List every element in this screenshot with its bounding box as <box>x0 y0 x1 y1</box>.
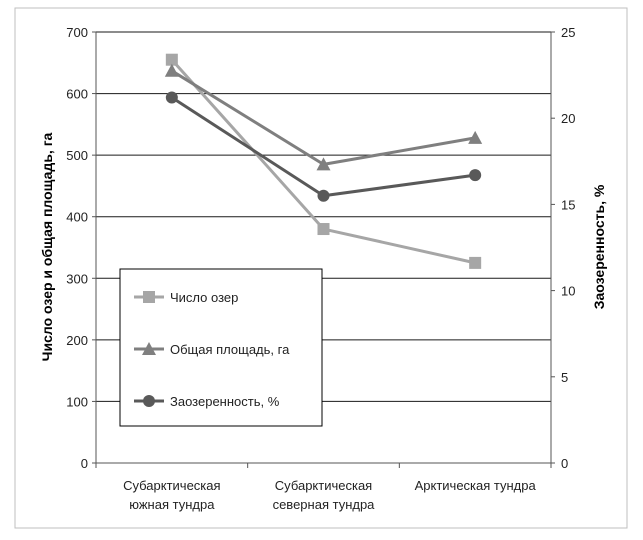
data-point <box>469 169 482 182</box>
axes: 0 100 200 300 400 500 600 700 0 5 10 15 20 25 Субаркти… <box>66 25 575 512</box>
y-left-tick-label: 200 <box>66 333 88 348</box>
y-right-tick-label: 10 <box>561 284 575 299</box>
x-category-label-line: Субарктическая <box>275 478 372 493</box>
data-point <box>165 91 178 104</box>
x-category-label: Субарктическая южная тундра <box>123 478 220 512</box>
y-left-tick-label: 700 <box>66 25 88 40</box>
data-point <box>468 130 483 144</box>
y-right-tick-label: 15 <box>561 197 575 212</box>
data-point <box>317 189 330 202</box>
y-left-tick-label: 0 <box>81 456 88 471</box>
y-left-tick-label: 100 <box>66 394 88 409</box>
x-category-label-line: северная тундра <box>273 497 376 512</box>
x-category-label-line: Арктическая тундра <box>415 478 537 493</box>
legend-entry-label: Общая площадь, га <box>170 342 290 357</box>
legend-marker <box>143 291 155 303</box>
y-axis-left-title: Число озер и общая площадь, га <box>39 132 55 361</box>
series <box>164 53 483 269</box>
legend-entry-label: Число озер <box>170 290 238 305</box>
legend-marker <box>142 342 156 355</box>
y-right-tick-label: 25 <box>561 25 575 40</box>
data-point <box>469 256 482 269</box>
legend: Число озер Общая площадь, га Заозеренность… <box>119 268 323 427</box>
x-category-label-line: южная тундра <box>129 497 215 512</box>
y-right-tick-label: 20 <box>561 111 575 126</box>
chart-frame <box>14 7 628 529</box>
data-point <box>165 53 178 66</box>
data-point <box>164 63 179 77</box>
x-category-label: Субарктическая северная тундра <box>273 478 376 512</box>
y-right-tick-label: 5 <box>561 370 568 385</box>
x-category-label: Арктическая тундра <box>415 478 537 493</box>
y-left-tick-label: 600 <box>66 87 88 102</box>
data-point <box>316 157 331 171</box>
data-point <box>317 223 330 236</box>
x-category-label-line: Субарктическая <box>123 478 220 493</box>
legend-marker <box>143 395 155 407</box>
legend-entry-label: Заозеренность, % <box>170 394 280 409</box>
y-right-tick-label: 0 <box>561 456 568 471</box>
y-left-tick-label: 300 <box>66 271 88 286</box>
y-axis-right-title: Заозеренность, % <box>591 184 607 309</box>
y-left-tick-label: 500 <box>66 148 88 163</box>
y-left-tick-label: 400 <box>66 210 88 225</box>
